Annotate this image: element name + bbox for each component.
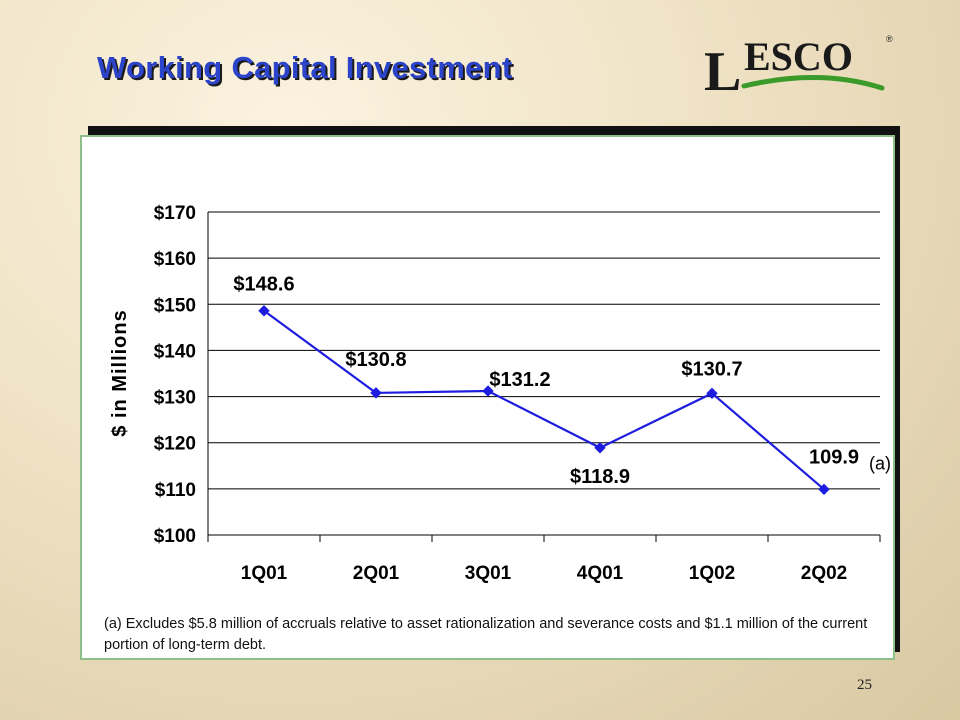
data-label: $130.8: [345, 349, 406, 371]
y-tick-label: $100: [154, 526, 196, 547]
slide-title: Working Capital Investment: [97, 50, 513, 85]
svg-text:L: L: [704, 41, 741, 103]
data-label: $148.6: [233, 274, 294, 296]
x-tick-label: 1Q02: [689, 563, 735, 584]
y-tick-label: $150: [154, 295, 196, 316]
data-label: $130.7: [681, 358, 742, 380]
data-point: [482, 385, 494, 397]
data-point: [706, 387, 718, 400]
data-label: $131.2: [489, 369, 550, 391]
x-tick-label: 2Q02: [801, 563, 847, 584]
y-tick-label: $110: [155, 480, 196, 501]
y-tick-label: $170: [154, 203, 196, 224]
svg-text:ESCO: ESCO: [744, 34, 853, 79]
page-number: 25: [857, 677, 872, 693]
y-axis-title: $ in Millions: [109, 309, 131, 436]
footnote: (a) Excludes $5.8 million of accruals re…: [104, 616, 868, 653]
series-line: [263, 309, 825, 491]
x-tick-label: 1Q01: [241, 563, 288, 584]
data-point: [594, 442, 606, 454]
data-label: $118.9: [570, 466, 630, 488]
lesco-logo: L ESCO ®: [704, 34, 893, 103]
y-tick-label: $130: [154, 388, 196, 409]
svg-text:®: ®: [886, 34, 893, 44]
y-tick-label: $140: [154, 341, 196, 362]
chart-panel: [80, 135, 895, 660]
data-point: [370, 387, 382, 399]
x-tick-label: 4Q01: [577, 563, 624, 584]
y-tick-label: $120: [154, 434, 196, 455]
x-tick-label: 3Q01: [465, 563, 512, 584]
data-label: 109.9: [809, 446, 859, 468]
y-tick-label: $160: [154, 249, 196, 270]
x-tick-label: 2Q01: [353, 563, 400, 584]
data-point: [258, 305, 270, 317]
annotation-label: (a): [869, 453, 891, 473]
data-point: [818, 483, 830, 496]
